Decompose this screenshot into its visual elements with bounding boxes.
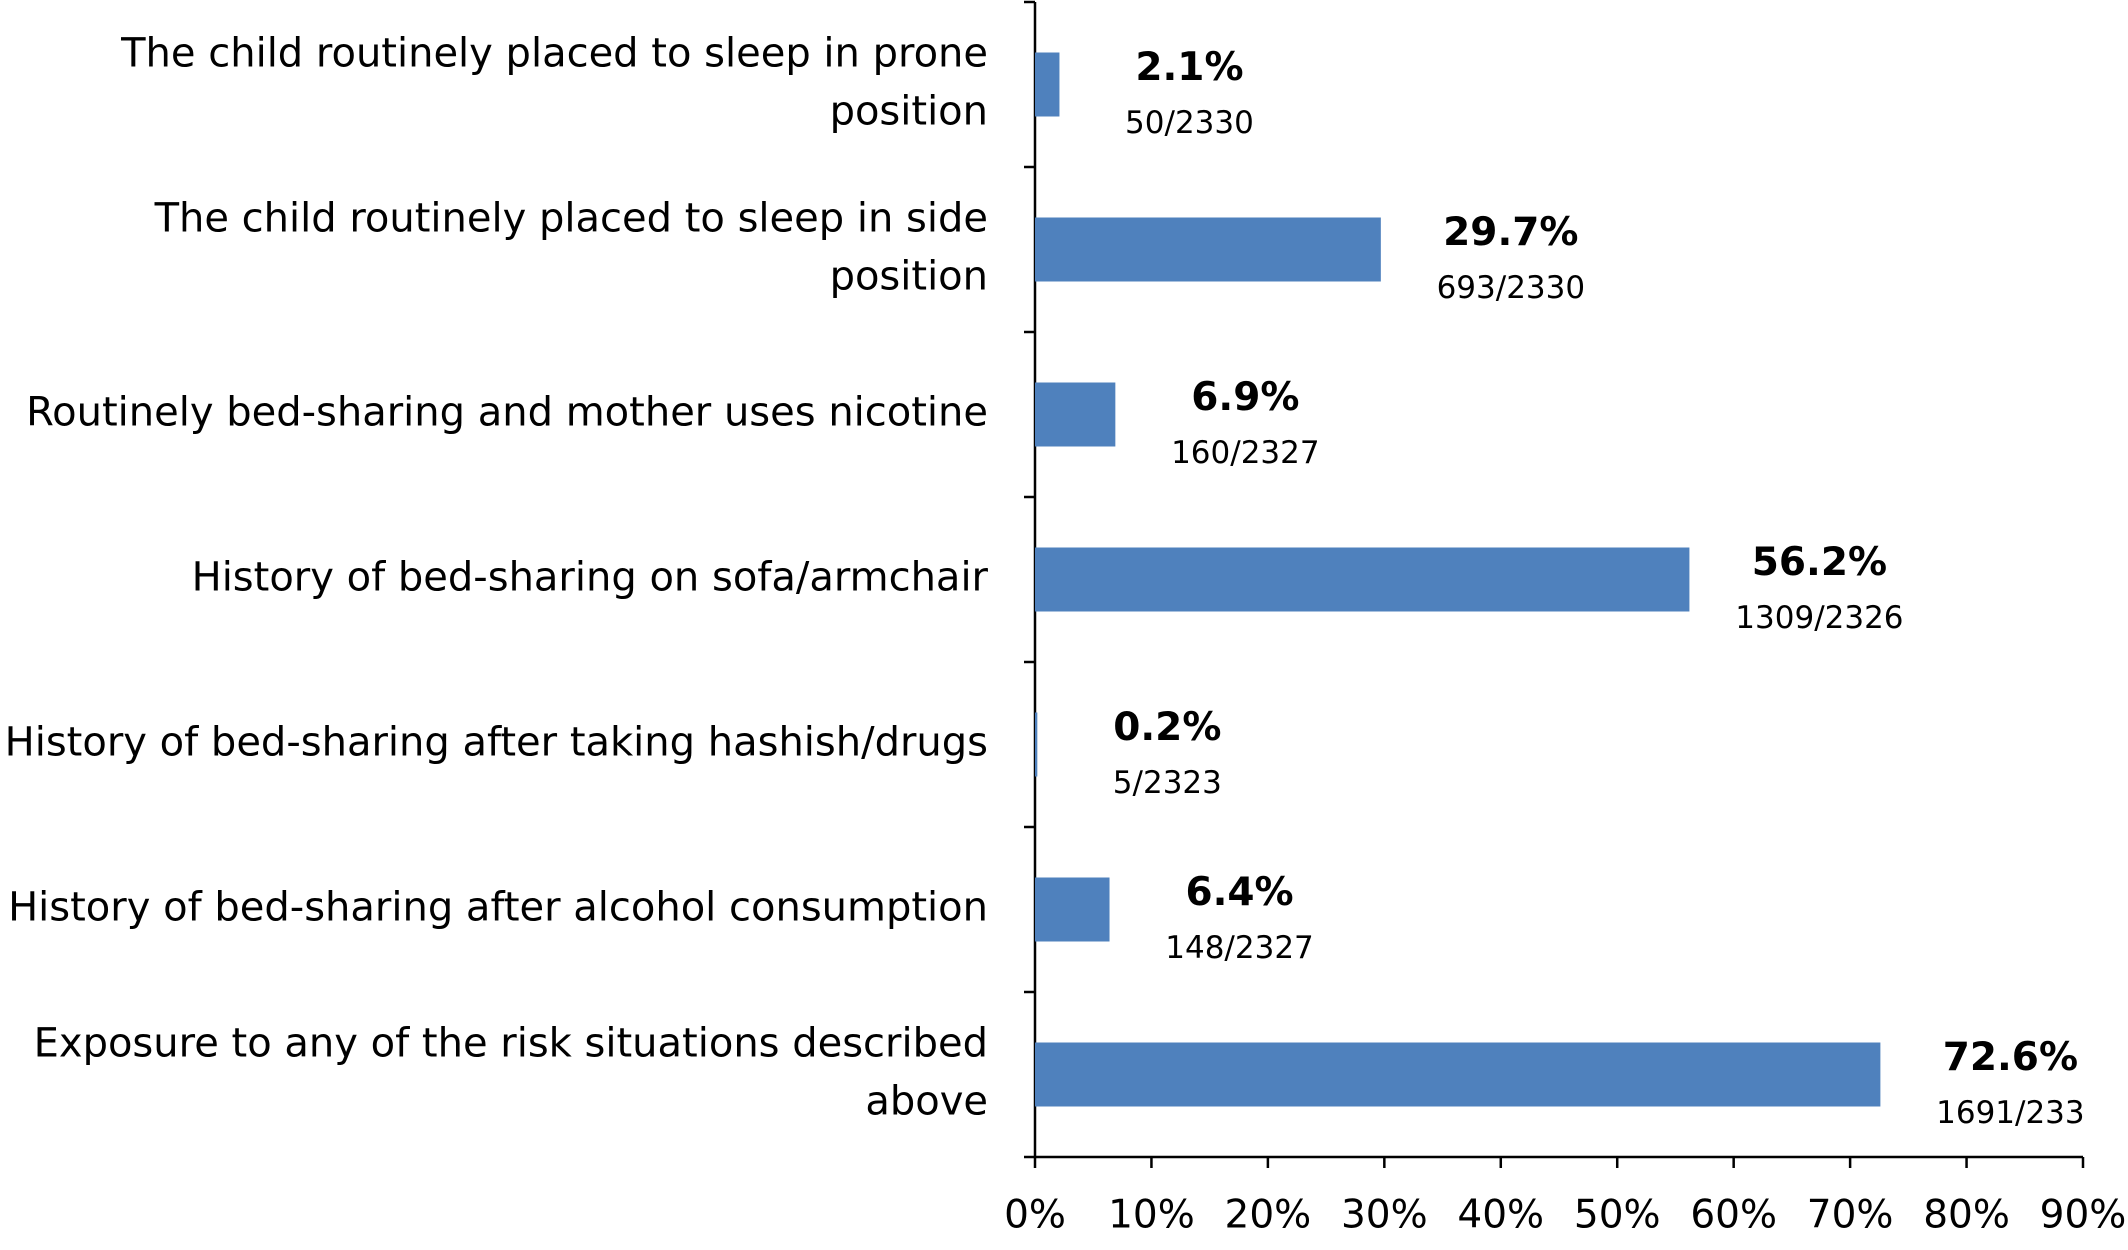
value-label: 6.4% (1185, 870, 1293, 915)
x-tick-label: 10% (1108, 1193, 1195, 1238)
x-tick-label: 60% (1690, 1193, 1777, 1238)
x-tick-label: 40% (1457, 1193, 1544, 1238)
category-label: Routinely bed-sharing and mother uses ni… (26, 390, 988, 436)
value-label: 2.1% (1135, 45, 1243, 90)
value-label: 6.9% (1191, 375, 1299, 420)
x-tick-label: 80% (1923, 1193, 2010, 1238)
x-tick-label: 30% (1341, 1193, 1428, 1238)
x-tick-label: 20% (1225, 1193, 1312, 1238)
value-label: 29.7% (1443, 210, 1578, 255)
value-label: 0.2% (1113, 705, 1221, 750)
count-label: 50/2330 (1125, 105, 1254, 141)
bar (1035, 382, 1116, 447)
category-label: The child routinely placed to sleep in s… (154, 196, 988, 300)
count-label: 1309/2326 (1735, 600, 1903, 636)
count-label: 148/2327 (1165, 930, 1314, 966)
bar (1035, 547, 1690, 612)
value-label: 56.2% (1752, 540, 1887, 585)
count-label: 5/2323 (1113, 765, 1222, 801)
x-tick-label: 70% (1807, 1193, 1894, 1238)
count-label: 160/2327 (1171, 435, 1320, 471)
x-tick-label: 50% (1574, 1193, 1661, 1238)
bar (1035, 52, 1060, 117)
value-label: 72.6% (1943, 1035, 2078, 1080)
bar (1035, 877, 1110, 942)
bar (1035, 217, 1381, 282)
x-tick-label: 0% (1004, 1193, 1066, 1238)
category-label: History of bed-sharing after alcohol con… (8, 885, 988, 931)
category-label: History of bed-sharing on sofa/armchair (192, 555, 989, 601)
bar (1035, 1042, 1881, 1107)
x-tick-label: 90% (2040, 1193, 2127, 1238)
category-label: The child routinely placed to sleep in p… (120, 31, 988, 135)
bar (1035, 712, 1038, 777)
count-label: 693/2330 (1437, 270, 1586, 306)
category-label: History of bed-sharing after taking hash… (5, 720, 988, 766)
count-label: 1691/233 (1936, 1095, 2085, 1131)
category-label: Exposure to any of the risk situations d… (34, 1021, 988, 1125)
